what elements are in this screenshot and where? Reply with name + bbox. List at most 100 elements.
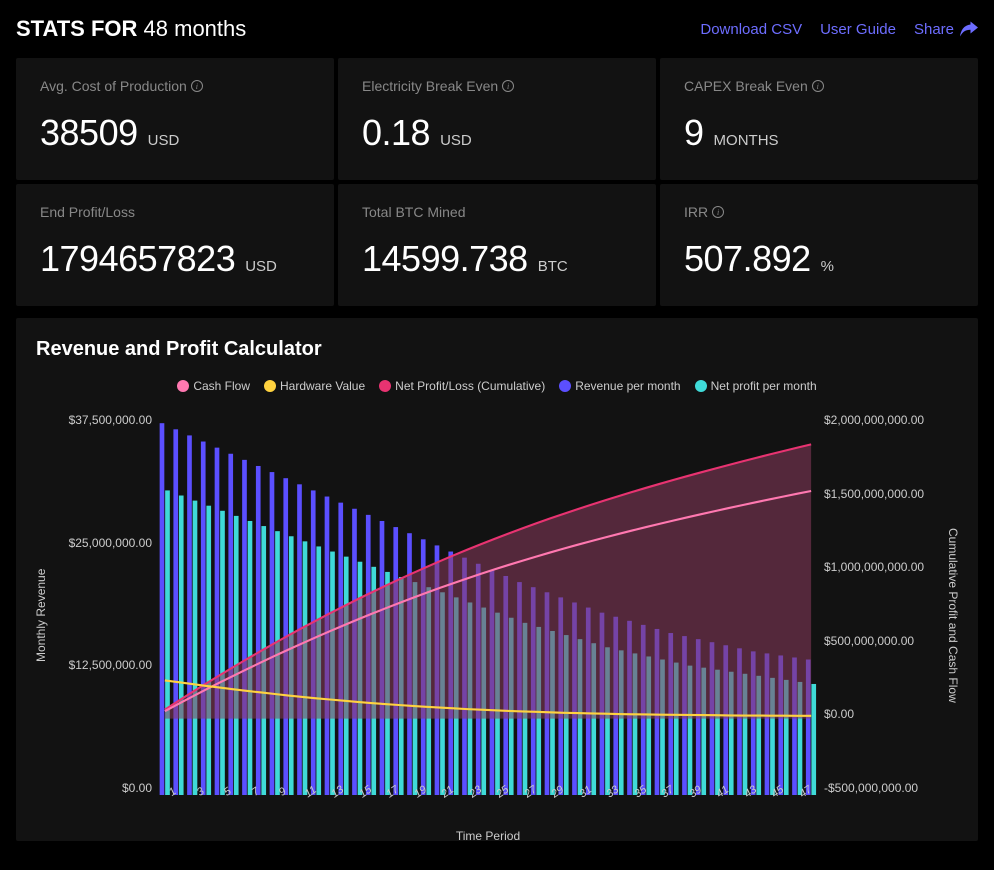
bar-revenue: [187, 435, 192, 795]
bar-revenue: [201, 442, 206, 795]
stat-value: 14599.738: [362, 238, 528, 280]
bar-netprofit: [179, 496, 184, 795]
bar-revenue: [256, 466, 261, 795]
stat-unit: MONTHS: [714, 132, 779, 149]
stat-value: 38509: [40, 112, 138, 154]
y-right-tick: -$500,000,000.00: [824, 781, 918, 795]
stat-unit: USD: [148, 132, 180, 149]
stat-unit: USD: [440, 132, 472, 149]
stat-label: IRR i: [684, 204, 954, 220]
stat-label: End Profit/Loss: [40, 204, 310, 220]
y-right-tick: $1,500,000,000.00: [824, 487, 924, 501]
y-right-ticks: $2,000,000,000.00 $1,500,000,000.00 $1,000…: [818, 405, 944, 825]
legend-item[interactable]: Net profit per month: [695, 379, 817, 393]
stat-label-text: CAPEX Break Even: [684, 78, 808, 94]
stat-card: Total BTC Mined 14599.738 BTC: [338, 184, 656, 306]
title-prefix: STATS FOR: [16, 16, 137, 41]
chart-area: Monthly Revenue $37,500,000.00 $25,000,00…: [32, 405, 962, 825]
bar-netprofit: [220, 511, 225, 795]
stat-card: End Profit/Loss 1794657823 USD: [16, 184, 334, 306]
stat-card: Electricity Break Even i 0.18 USD: [338, 58, 656, 180]
share-button[interactable]: Share: [914, 21, 978, 38]
plot-svg: [158, 413, 818, 795]
legend-label: Net profit per month: [711, 379, 817, 393]
legend-label: Hardware Value: [280, 379, 365, 393]
bar-netprofit: [234, 516, 239, 795]
stat-unit: USD: [245, 258, 277, 275]
header: STATS FOR 48 months Download CSV User Gu…: [16, 16, 978, 42]
legend-item[interactable]: Cash Flow: [177, 379, 250, 393]
stat-label-text: Electricity Break Even: [362, 78, 498, 94]
legend-item[interactable]: Hardware Value: [264, 379, 365, 393]
header-actions: Download CSV User Guide Share: [700, 21, 978, 38]
y-left-tick: $0.00: [122, 781, 152, 795]
stat-unit: BTC: [538, 258, 568, 275]
chart-legend: Cash Flow Hardware Value Net Profit/Loss (…: [32, 379, 962, 393]
stat-value: 507.892: [684, 238, 811, 280]
y-right-tick: $500,000,000.00: [824, 634, 914, 648]
x-axis-label: Time Period: [158, 829, 818, 843]
download-csv-link[interactable]: Download CSV: [700, 21, 802, 38]
info-icon[interactable]: i: [502, 80, 514, 92]
stat-label: CAPEX Break Even i: [684, 78, 954, 94]
share-label: Share: [914, 21, 954, 38]
stat-value-row: 507.892%: [684, 238, 954, 280]
bar-revenue: [173, 429, 178, 795]
bar-revenue: [270, 472, 275, 795]
stat-label-text: IRR: [684, 204, 708, 220]
stat-label-text: Total BTC Mined: [362, 204, 465, 220]
bar-netprofit: [193, 501, 198, 795]
y-left-ticks: $37,500,000.00 $25,000,000.00 $12,500,000.…: [50, 405, 158, 825]
bar-netprofit: [206, 506, 211, 795]
legend-dot: [264, 380, 276, 392]
y-right-tick: $2,000,000,000.00: [824, 413, 924, 427]
stat-label: Avg. Cost of Productioni: [40, 78, 310, 94]
share-icon: [960, 21, 978, 37]
y-left-tick: $25,000,000.00: [69, 536, 152, 550]
legend-dot: [559, 380, 571, 392]
legend-label: Cash Flow: [193, 379, 250, 393]
info-icon[interactable]: i: [812, 80, 824, 92]
legend-dot: [379, 380, 391, 392]
plot-area: 1357911131517192123252729313335373941434…: [158, 405, 818, 825]
y-left-tick: $12,500,000.00: [69, 658, 152, 672]
bar-revenue: [215, 448, 220, 795]
legend-item[interactable]: Revenue per month: [559, 379, 680, 393]
stat-value: 0.18: [362, 112, 430, 154]
legend-dot: [177, 380, 189, 392]
bar-netprofit: [165, 490, 170, 795]
stat-value-row: 0.18 USD: [362, 112, 632, 154]
legend-item[interactable]: Net Profit/Loss (Cumulative): [379, 379, 545, 393]
stat-unit: %: [821, 258, 834, 275]
y-left-tick: $37,500,000.00: [69, 413, 152, 427]
bar-revenue: [160, 423, 165, 795]
y-right-tick: $0.00: [824, 707, 854, 721]
legend-label: Revenue per month: [575, 379, 680, 393]
stat-label: Electricity Break Even i: [362, 78, 632, 94]
legend-label: Net Profit/Loss (Cumulative): [395, 379, 545, 393]
stat-card: CAPEX Break Even i 9MONTHS: [660, 58, 978, 180]
y-right-axis-label: Cumulative Profit and Cash Flow: [944, 405, 962, 825]
stat-label: Total BTC Mined: [362, 204, 632, 220]
user-guide-link[interactable]: User Guide: [820, 21, 896, 38]
y-right-tick: $1,000,000,000.00: [824, 560, 924, 574]
x-ticks: 1357911131517192123252729313335373941434…: [158, 795, 818, 825]
info-icon[interactable]: i: [191, 80, 203, 92]
stat-value-row: 9MONTHS: [684, 112, 954, 154]
info-icon[interactable]: i: [712, 206, 724, 218]
bar-revenue: [242, 460, 247, 795]
stat-value: 1794657823: [40, 238, 235, 280]
stat-card: IRR i 507.892%: [660, 184, 978, 306]
stat-card: Avg. Cost of Productioni 38509 USD: [16, 58, 334, 180]
stat-value-row: 38509 USD: [40, 112, 310, 154]
page-title: STATS FOR 48 months: [16, 16, 246, 42]
stat-label-text: End Profit/Loss: [40, 204, 135, 220]
legend-dot: [695, 380, 707, 392]
title-duration: 48 months: [144, 16, 247, 41]
bar-revenue: [228, 454, 233, 795]
stat-value-row: 1794657823 USD: [40, 238, 310, 280]
stats-grid: Avg. Cost of Productioni38509USDElectric…: [16, 58, 978, 306]
chart-title: Revenue and Profit Calculator: [32, 338, 962, 361]
y-left-axis-label: Monthly Revenue: [32, 405, 50, 825]
stat-value-row: 14599.738 BTC: [362, 238, 632, 280]
